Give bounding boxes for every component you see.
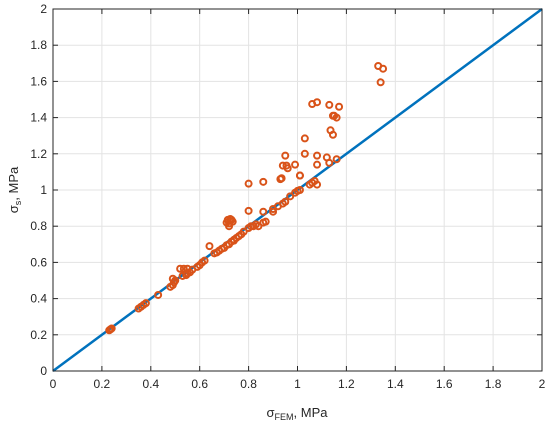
y-tick-label: 0.8 [30, 219, 47, 233]
y-tick-label: 1.6 [30, 74, 47, 88]
data-point [286, 192, 295, 201]
data-point [300, 149, 309, 158]
data-point [205, 242, 214, 251]
x-tick-label: 1.4 [387, 377, 404, 391]
data-point [244, 179, 253, 188]
data-point [244, 206, 253, 215]
data-point [281, 197, 290, 206]
data-point [261, 217, 270, 226]
x-tick-label: 0.6 [191, 377, 208, 391]
data-point [259, 207, 268, 216]
data-point [335, 102, 344, 111]
data-points [105, 62, 388, 335]
data-point [291, 160, 300, 169]
data-point [332, 155, 341, 164]
x-tick-label: 0.2 [94, 377, 111, 391]
y-tick-label: 1 [40, 183, 47, 197]
data-point [283, 164, 292, 173]
data-point [313, 151, 322, 160]
y-tick-label: 0.6 [30, 255, 47, 269]
x-axis-label-symbol: σ [267, 405, 275, 420]
x-tick-label: 0.4 [142, 377, 159, 391]
data-point [141, 299, 150, 308]
data-point [281, 151, 290, 160]
data-point [168, 274, 177, 283]
data-point [376, 78, 385, 87]
x-axis-label: σFEM, MPa [267, 405, 329, 422]
data-point [300, 134, 309, 143]
data-point [277, 174, 286, 183]
data-point [313, 160, 322, 169]
data-point [154, 290, 163, 299]
y-axis-label-symbol: σ [6, 205, 21, 213]
data-point [330, 111, 339, 120]
data-point [313, 180, 322, 189]
y-tick-label: 0.2 [30, 328, 47, 342]
data-point [379, 64, 388, 73]
data-point [225, 219, 234, 228]
x-axis-label-subscript: FEM [275, 412, 294, 422]
x-tick-label: 0 [50, 377, 57, 391]
data-point [259, 177, 268, 186]
data-point [313, 98, 322, 107]
y-axis-label-subscript: s [13, 200, 23, 205]
data-point [254, 222, 263, 231]
data-point [295, 171, 304, 180]
data-point [229, 236, 238, 245]
y-tick-label: 1.4 [30, 111, 47, 125]
data-point [269, 207, 278, 216]
y-tick-label: 1.2 [30, 147, 47, 161]
x-axis-ticks: 0 0.2 0.4 0.6 0.8 1 1.2 1.4 1.6 1.8 2 [50, 9, 546, 391]
data-point [325, 158, 334, 167]
x-tick-label: 1.8 [485, 377, 502, 391]
x-axis-label-suffix: , MPa [294, 405, 329, 420]
y-axis-ticks: 0 0.2 0.4 0.6 0.8 1 1.2 1.4 1.6 1.8 2 [30, 2, 542, 378]
x-tick-label: 2 [539, 377, 546, 391]
data-point [295, 186, 304, 194]
data-point [239, 227, 248, 236]
y-tick-label: 0.4 [30, 292, 47, 306]
x-tick-label: 1.2 [338, 377, 355, 391]
y-tick-label: 1.8 [30, 38, 47, 52]
y-axis-label: σs, MPa [6, 166, 23, 213]
data-point [176, 264, 185, 273]
x-tick-label: 1.6 [436, 377, 453, 391]
x-tick-label: 0.8 [240, 377, 257, 391]
data-point [328, 130, 337, 139]
data-point [325, 100, 334, 109]
data-point [200, 256, 209, 265]
data-point [107, 324, 116, 333]
y-axis-label-suffix: , MPa [6, 166, 21, 201]
y-tick-label: 0 [40, 364, 47, 378]
x-tick-label: 1 [294, 377, 301, 391]
y-tick-label: 2 [40, 2, 47, 16]
